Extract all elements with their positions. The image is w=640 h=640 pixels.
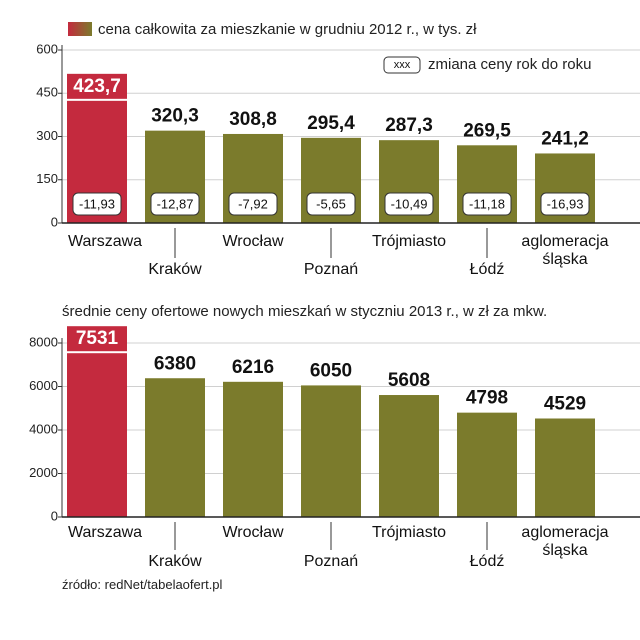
- value-label-box: [67, 326, 127, 352]
- legend-swatch: [68, 22, 92, 36]
- bar: [301, 385, 361, 517]
- change-box: [228, 192, 278, 216]
- change-box: [306, 192, 356, 216]
- change-label: -11,93: [79, 196, 115, 211]
- value-label: 4529: [544, 394, 586, 415]
- chart-title: średnie ceny ofertowe nowych mieszkań w …: [62, 303, 548, 320]
- change-box: [462, 192, 512, 216]
- x-tick-label: Wrocław: [222, 524, 284, 541]
- y-tick-label: 450: [36, 85, 58, 100]
- change-label: -5,65: [316, 196, 346, 211]
- bar: [457, 412, 517, 517]
- x-tick-label: aglomeracja śląska: [521, 233, 609, 268]
- y-tick-label: 300: [36, 128, 58, 143]
- change-label: -7,92: [238, 196, 268, 211]
- value-label: 6380: [154, 353, 196, 374]
- y-tick-label: 6000: [29, 378, 58, 393]
- value-label: 269,5: [463, 120, 511, 141]
- x-tick-label: Poznań: [303, 553, 359, 570]
- change-label: -10,49: [391, 196, 428, 211]
- x-tick-label: Łódź: [469, 261, 505, 278]
- y-tick-label: 2000: [29, 465, 58, 480]
- source: źródło: redNet/tabelaofert.pl: [62, 577, 223, 592]
- x-tick-label: Kraków: [148, 553, 202, 570]
- change-box: [72, 192, 122, 216]
- value-label: 4798: [466, 388, 508, 409]
- y-tick-label: 600: [36, 41, 58, 56]
- x-tick-label: Wrocław: [222, 233, 284, 250]
- bar: [223, 381, 283, 517]
- value-label: 423,7: [73, 76, 121, 97]
- bar: [535, 418, 595, 517]
- change-box: [150, 192, 200, 216]
- x-tick-label: Kraków: [148, 261, 202, 278]
- legend-change-label: zmiana ceny rok do roku: [428, 56, 591, 73]
- legend-change-box: [383, 56, 421, 74]
- y-tick-label: 150: [36, 171, 58, 186]
- change-box: [540, 192, 590, 216]
- value-label-box: [67, 73, 127, 99]
- value-label: 295,4: [307, 113, 355, 134]
- change-label: -11,18: [469, 196, 505, 211]
- value-label: 287,3: [385, 115, 433, 136]
- change-label: -16,93: [547, 196, 584, 211]
- value-label: 320,3: [151, 106, 199, 127]
- value-label: 6050: [310, 360, 352, 381]
- x-tick-label: Poznań: [303, 261, 359, 278]
- change-box: [384, 192, 434, 216]
- y-tick-label: 0: [51, 214, 58, 229]
- value-label: 5608: [388, 370, 430, 391]
- y-tick-label: 0: [51, 508, 58, 523]
- x-tick-label: Trójmiasto: [371, 524, 447, 541]
- value-label: 308,8: [229, 109, 277, 130]
- x-tick-label: aglomeracja śląska: [521, 524, 609, 559]
- legend-label: cena całkowita za mieszkanie w grudniu 2…: [98, 21, 477, 38]
- x-tick-label: Łódź: [469, 553, 505, 570]
- value-label: 241,2: [541, 128, 589, 149]
- legend-change-symbol: xxx: [394, 59, 411, 71]
- x-tick-label: Trójmiasto: [371, 233, 447, 250]
- bar: [379, 395, 439, 517]
- y-tick-label: 8000: [29, 334, 58, 349]
- x-tick-label: Warszawa: [67, 524, 143, 541]
- value-label: 7531: [76, 328, 119, 349]
- value-label: 6216: [232, 357, 274, 378]
- x-tick-label: Warszawa: [67, 233, 143, 250]
- bar: [145, 378, 205, 517]
- bar: [67, 353, 127, 517]
- change-label: -12,87: [157, 196, 194, 211]
- y-tick-label: 4000: [29, 421, 58, 436]
